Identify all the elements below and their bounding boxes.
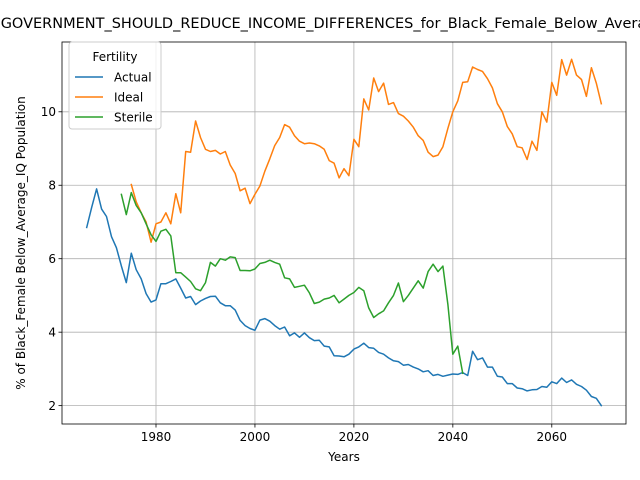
legend-items: Actual Ideal Sterile (75, 70, 153, 124)
x-tick-label: 2020 (339, 430, 370, 444)
gridlines (62, 42, 626, 424)
x-tick-label: 2000 (240, 430, 271, 444)
y-tick-label: 8 (48, 179, 56, 193)
x-tick-label: 1980 (141, 430, 172, 444)
legend-label-sterile: Sterile (114, 110, 153, 124)
y-tick-label: 4 (48, 325, 56, 339)
x-axis-ticks: 1980 2000 2020 2040 2060 (141, 424, 567, 444)
y-tick-label: 6 (48, 252, 56, 266)
series-line-actual (85, 188, 603, 407)
y-axis-label: % of Black_Female Below_Average_IQ Popul… (14, 96, 28, 390)
legend: Fertility Actual Ideal Sterile (68, 41, 162, 130)
legend-box (68, 41, 162, 130)
series-line-ideal (130, 58, 603, 243)
series-line-sterile (120, 191, 464, 375)
series-lines (85, 58, 603, 407)
x-axis-label: Years (327, 450, 360, 464)
legend-label-ideal: Ideal (114, 90, 143, 104)
legend-label-actual: Actual (114, 70, 152, 84)
y-axis-ticks: 2 4 6 8 10 (41, 105, 62, 413)
plot-frame (61, 41, 627, 425)
x-tick-label: 2060 (537, 430, 568, 444)
x-tick-label: 2040 (438, 430, 469, 444)
chart-title: GOVERNMENT_SHOULD_REDUCE_INCOME_DIFFEREN… (1, 16, 640, 32)
y-tick-label: 2 (48, 399, 56, 413)
legend-title: Fertility (92, 50, 137, 64)
y-tick-label: 10 (41, 105, 56, 119)
